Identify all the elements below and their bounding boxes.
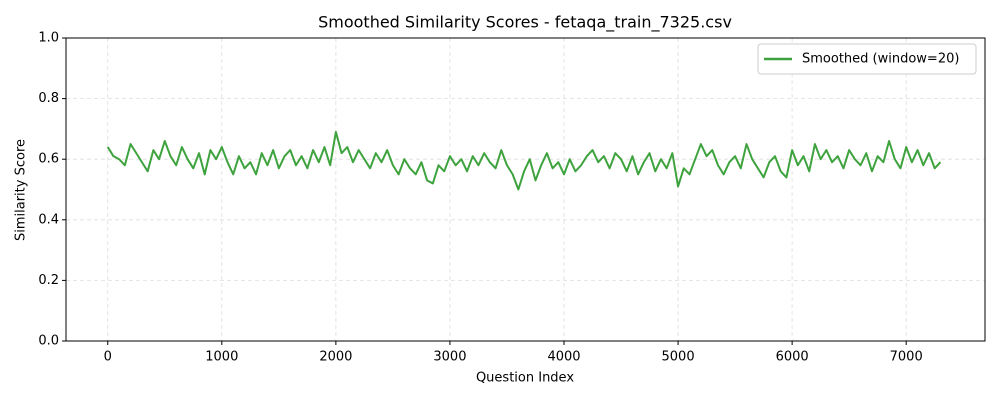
data-line bbox=[106, 130, 942, 191]
y-axis-label: Similarity Score bbox=[14, 139, 29, 241]
y-tick-label: 1.0 bbox=[38, 31, 59, 46]
x-tick-label: 5000 bbox=[662, 350, 695, 365]
x-axis-label: Question Index bbox=[476, 371, 574, 386]
x-tick-label: 1000 bbox=[205, 350, 238, 365]
y-tick-label: 0.0 bbox=[38, 334, 59, 349]
x-tick-label: 6000 bbox=[776, 350, 809, 365]
y-tick-label: 0.2 bbox=[38, 273, 59, 288]
y-tick-label: 0.8 bbox=[38, 91, 59, 106]
x-tick-label: 2000 bbox=[319, 350, 352, 365]
x-tick-label: 3000 bbox=[433, 350, 466, 365]
legend-label: Smoothed (window=20) bbox=[802, 52, 959, 67]
y-tick-label: 0.4 bbox=[38, 212, 59, 227]
x-tick-label: 0 bbox=[104, 350, 112, 365]
chart-title: Smoothed Similarity Scores - fetaqa_trai… bbox=[318, 13, 732, 33]
x-tick-label: 4000 bbox=[547, 350, 580, 365]
y-tick-label: 0.6 bbox=[38, 152, 59, 167]
x-tick-label: 7000 bbox=[890, 350, 923, 365]
legend-box bbox=[757, 43, 977, 75]
plot-frame bbox=[65, 37, 986, 342]
